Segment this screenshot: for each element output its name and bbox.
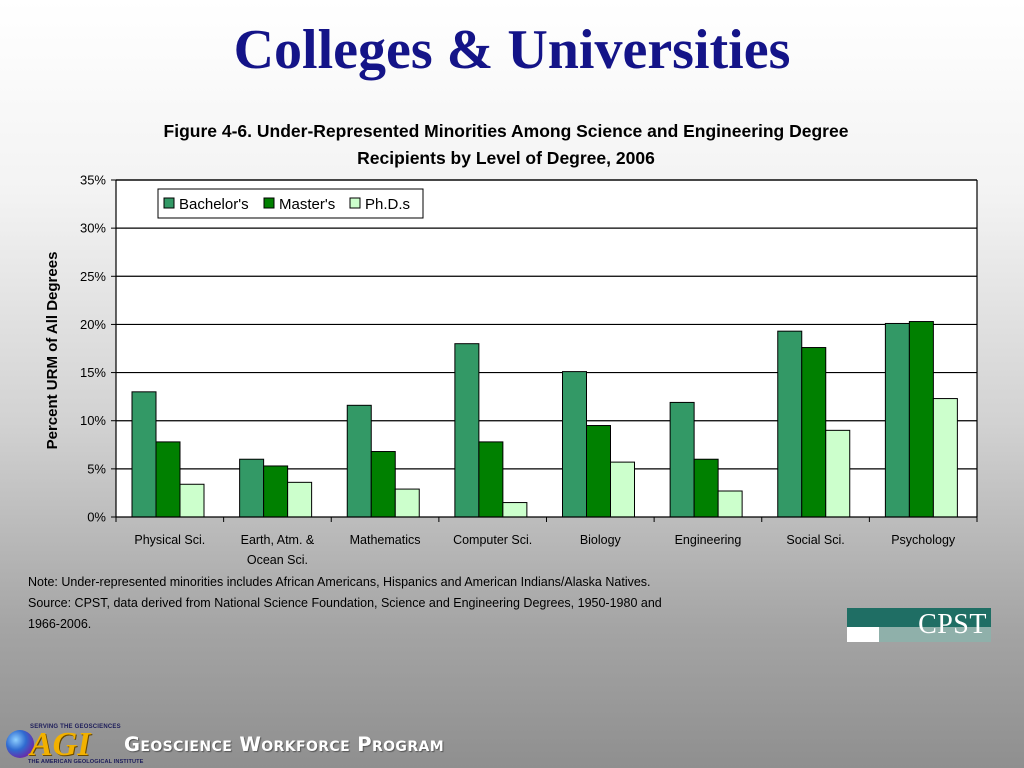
legend-label: Ph.D.s (365, 196, 410, 213)
legend: Bachelor's Master's Ph.D.s (157, 188, 424, 219)
y-tick-label: 5% (87, 461, 106, 476)
note-line-3: 1966-2006. (28, 617, 92, 631)
bar (693, 458, 719, 518)
y-tick-label: 15% (80, 365, 106, 380)
legend-label: Master's (279, 196, 335, 213)
x-tick-label: Psychology (891, 533, 956, 547)
legend-swatch (263, 197, 275, 209)
cpst-logo-band-top (847, 608, 991, 627)
bar (884, 322, 910, 518)
agi-logo-tagline-bottom: THE AMERICAN GEOLOGICAL INSTITUTE (28, 759, 144, 765)
bar (586, 425, 611, 518)
bar (825, 429, 851, 518)
bar (932, 398, 958, 518)
x-tick-label: Earth, Atm. & Ocean Sci. (241, 533, 315, 567)
chart-title-line-2: Recipients by Level of Degree, 2006 (357, 148, 655, 168)
bar (131, 391, 157, 518)
bar (908, 321, 934, 518)
y-tick-label: 35% (80, 173, 106, 188)
y-tick-label: 10% (80, 413, 106, 428)
bar (263, 465, 289, 518)
bar (777, 330, 803, 518)
bar (346, 404, 372, 518)
bar (287, 481, 313, 518)
bar-chart: 0% 5% 10% 15% 20% 25% 30% 35% Physical Sci. Earth… (44, 173, 978, 567)
agi-logo: SERVING THE GEOSCIENCES AGI THE AMERICAN… (4, 722, 164, 768)
bar (239, 458, 265, 518)
bar (610, 461, 635, 518)
x-tick-label: Mathematics (350, 533, 421, 547)
legend-label: Bachelor's (179, 196, 249, 213)
footer-program-name: Geoscience Workforce Program (124, 733, 445, 756)
bar (394, 488, 420, 518)
cpst-logo-text: CPST (918, 609, 987, 640)
legend-box (157, 188, 424, 219)
bar (370, 451, 396, 518)
chart-note: Note: Under-represented minorities inclu… (28, 572, 788, 635)
y-tick-label: 0% (87, 510, 106, 525)
y-axis-label: Percent URM of All Degrees (44, 252, 61, 450)
bar (179, 483, 205, 518)
cpst-logo-band-bottom (879, 627, 991, 642)
x-tick-label: Physical Sci. (134, 533, 205, 547)
legend-swatch (349, 197, 361, 209)
y-tick-label: 30% (80, 221, 106, 236)
slide-title: Colleges & Universities (233, 19, 791, 81)
agi-logo-text: AGI (30, 726, 91, 763)
legend-swatch (163, 197, 175, 209)
chart-title-line-1: Figure 4-6. Under-Represented Minorities… (163, 121, 849, 141)
note-line-1: Note: Under-represented minorities inclu… (28, 575, 651, 589)
bar (502, 502, 528, 518)
bar (669, 401, 695, 518)
x-tick-label: Biology (580, 533, 622, 547)
bar (155, 441, 181, 518)
agi-logo-tagline-top: SERVING THE GEOSCIENCES (30, 724, 121, 730)
cpst-logo: CPST (847, 608, 991, 642)
note-line-2: Source: CPST, data derived from National… (28, 596, 662, 610)
x-tick-label: Computer Sci. (453, 533, 532, 547)
y-tick-label: 25% (80, 269, 106, 284)
bar (801, 347, 827, 518)
chart-title: Figure 4-6. Under-Represented Minorities… (96, 118, 916, 172)
globe-icon (6, 730, 34, 758)
bar (717, 490, 743, 518)
y-tick-label: 20% (80, 317, 106, 332)
x-tick-label: Social Sci. (786, 533, 844, 547)
bar (562, 371, 587, 518)
x-tick-label: Engineering (675, 533, 742, 547)
bar (478, 441, 504, 518)
bar (454, 343, 480, 518)
